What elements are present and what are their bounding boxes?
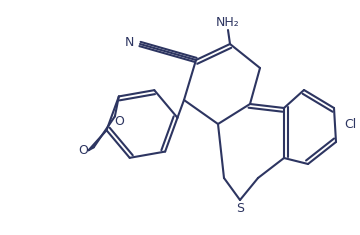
Text: Cl: Cl (344, 118, 356, 130)
Text: S: S (236, 201, 244, 215)
Text: O: O (78, 144, 89, 157)
Text: N: N (125, 35, 134, 48)
Text: NH₂: NH₂ (216, 16, 240, 28)
Text: O: O (114, 115, 124, 128)
